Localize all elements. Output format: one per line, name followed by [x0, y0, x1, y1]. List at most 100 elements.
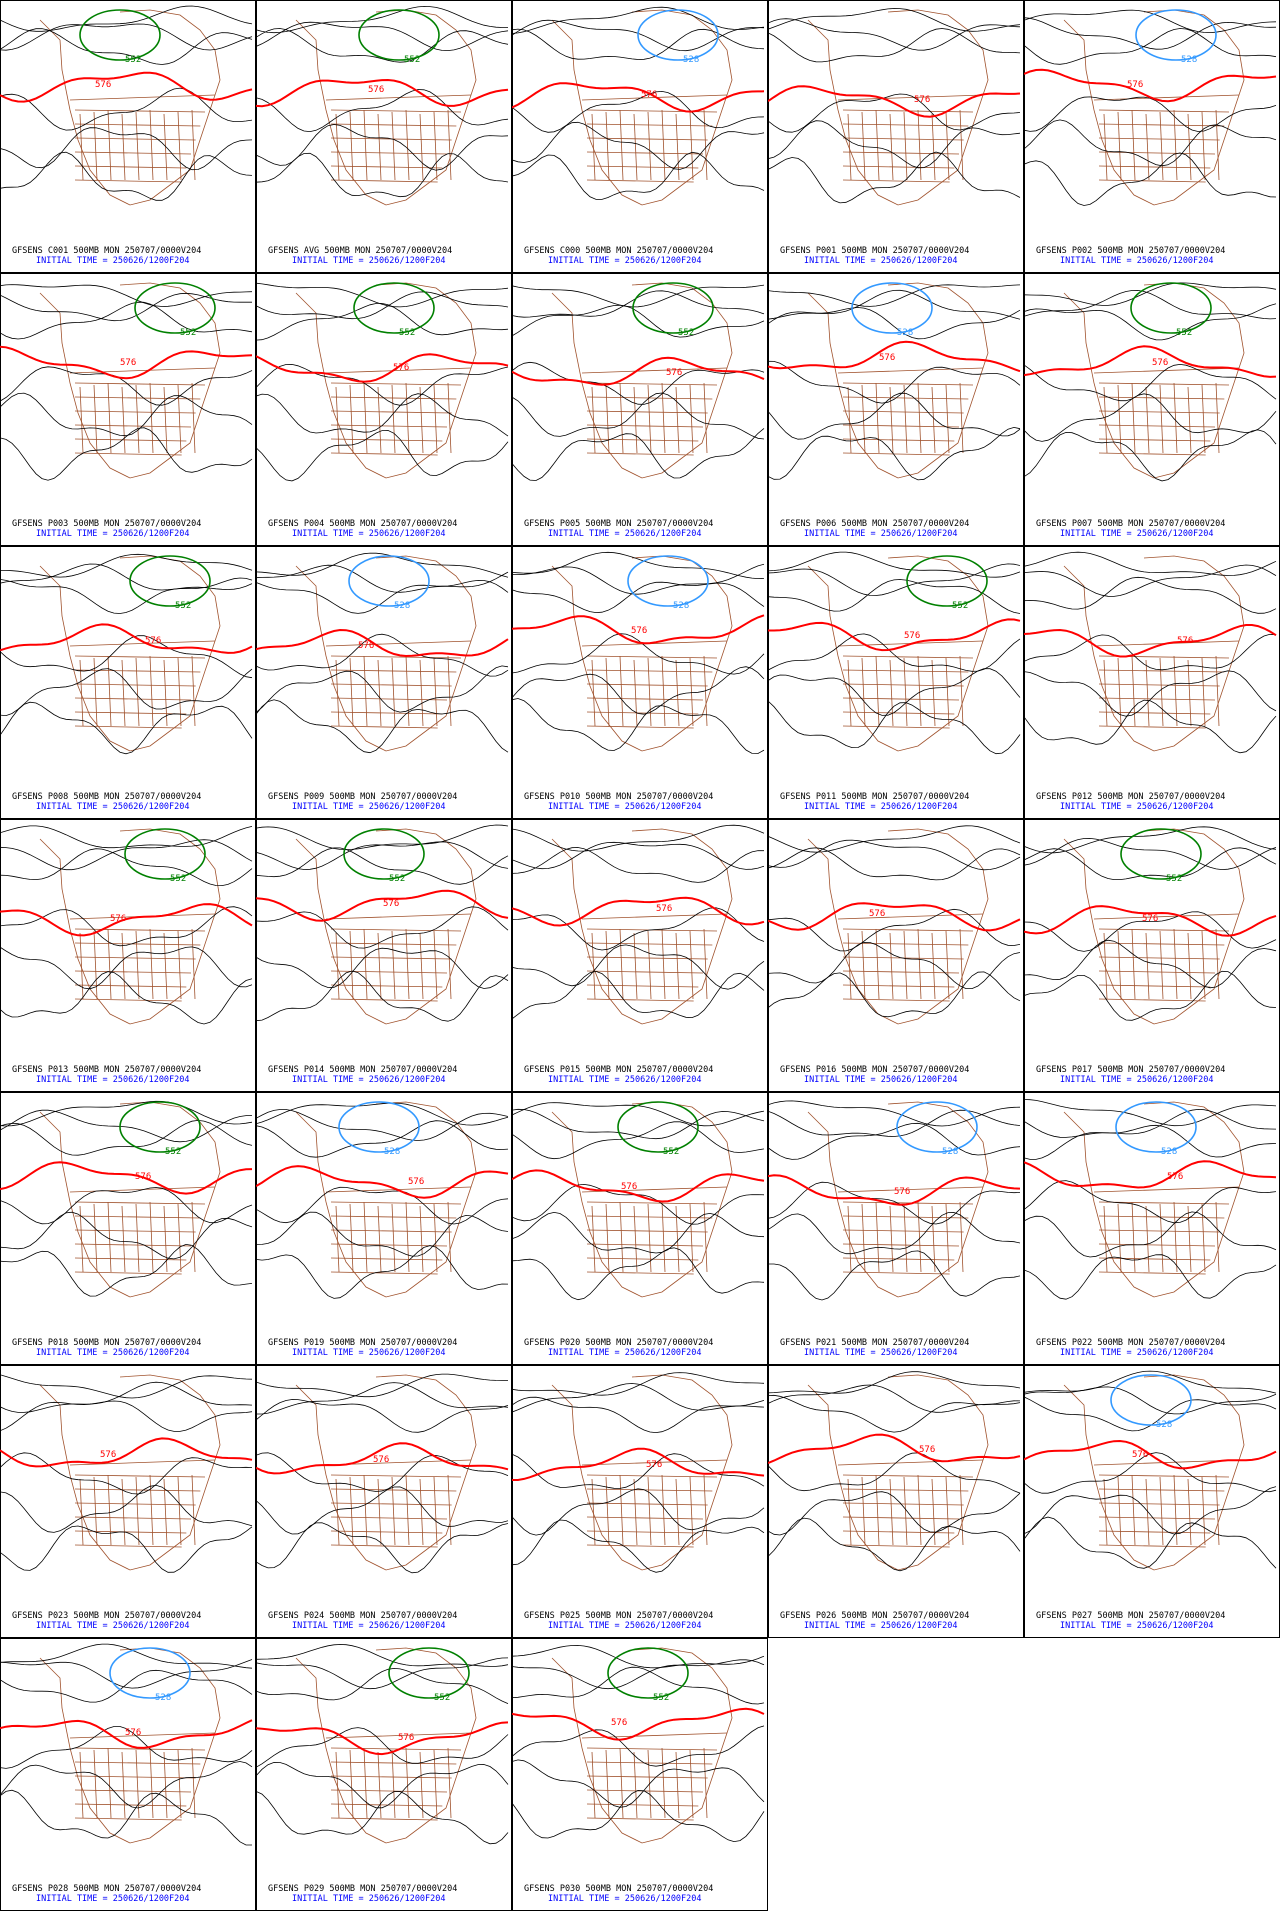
state-line [419, 1205, 424, 1273]
state-line [917, 1474, 922, 1546]
state-line [330, 697, 448, 701]
map: 576 552 GFSENS P014 500MB MON 250707/0000V… [256, 819, 512, 1092]
contour [512, 1666, 765, 1705]
state-line [349, 111, 354, 181]
contour [0, 1761, 253, 1809]
state-line [135, 1203, 140, 1273]
contour [768, 1109, 1021, 1137]
contour-label: 576 [1127, 80, 1143, 90]
contour [768, 28, 1021, 63]
borders [551, 9, 733, 206]
map-panel: 576 552 GFSENS P030 500MB MON 250707/0000V… [512, 1638, 768, 1911]
contour-576 [1024, 345, 1277, 378]
state-line [1098, 984, 1211, 988]
panel-title: GFSENS C000 500MB MON 250707/0000V204 [524, 246, 713, 256]
map: 576 GFSENS P016 500MB MON 250707/0000V204… [768, 819, 1024, 1092]
contour [768, 971, 1021, 1018]
state-line [74, 1775, 196, 1779]
state-line [1201, 657, 1206, 727]
state-line [405, 1474, 410, 1546]
contour-low [896, 1101, 978, 1153]
state-line [74, 1544, 182, 1548]
state-line [163, 932, 168, 1000]
contour [256, 1657, 509, 1690]
state-line [1098, 452, 1206, 456]
state-line [1173, 928, 1178, 1000]
state-line [875, 928, 880, 1000]
coastline [1063, 1101, 1245, 1298]
panel-title: GFSENS P024 500MB MON 250707/0000V204 [268, 1611, 457, 1621]
coastline [39, 828, 221, 1025]
state-line [330, 165, 443, 169]
state-line [1098, 669, 1225, 673]
panel-init-time: INITIAL TIME = 250626/1200F204 [292, 1621, 446, 1631]
panel-border [0, 1365, 256, 1638]
state-line [74, 1789, 192, 1793]
map: 576 528 GFSENS P006 500MB MON 250707/0000V… [768, 273, 1024, 546]
border-line [581, 1459, 728, 1466]
state-line [335, 659, 340, 727]
state-line [605, 1476, 610, 1546]
contour [1024, 564, 1277, 597]
map: 576 528 GFSENS C000 500MB MON 250707/0000V… [512, 0, 768, 273]
state-line [335, 386, 340, 454]
panel-init-time: INITIAL TIME = 250626/1200F204 [292, 1348, 446, 1358]
state-line [74, 711, 187, 715]
borders [295, 282, 477, 479]
state-line [1098, 151, 1216, 155]
state-line [1098, 1243, 1216, 1247]
contour-label: 552 [404, 55, 420, 65]
contour-label: 576 [894, 1187, 910, 1197]
panel-border [0, 273, 256, 546]
state-line [842, 396, 969, 400]
contour [0, 127, 253, 171]
contour-label: 576 [904, 631, 920, 641]
contour [768, 825, 1021, 853]
contour-label: 576 [1152, 358, 1168, 368]
panel-title: GFSENS P026 500MB MON 250707/0000V204 [780, 1611, 969, 1621]
state-line [74, 1516, 192, 1520]
state-line [605, 1749, 610, 1819]
state-line [689, 657, 694, 727]
contour [256, 28, 509, 63]
contour-label: 576 [383, 899, 399, 909]
state-line [191, 928, 196, 1000]
contour-label: 576 [666, 368, 682, 378]
contour-low [1135, 9, 1217, 61]
map-panel: 576 528 GFSENS P010 500MB MON 250707/0000V… [512, 546, 768, 819]
state-line [349, 1203, 354, 1273]
state-line [1098, 1488, 1225, 1492]
state-line [842, 1271, 950, 1275]
contour-576 [768, 902, 1021, 932]
state-line [842, 410, 964, 414]
contour-low [632, 282, 714, 334]
contour [0, 1789, 252, 1846]
state-line [330, 396, 457, 400]
borders [39, 1374, 221, 1571]
state-line [842, 1215, 969, 1219]
panel-border [512, 546, 768, 819]
map: 576 GFSENS P015 500MB MON 250707/0000V204… [512, 819, 768, 1092]
state-line [1098, 998, 1206, 1002]
map-panel: 576 552 GFSENS P005 500MB MON 250707/0000V… [512, 273, 768, 546]
state-line [447, 928, 452, 1000]
coastline [39, 1374, 221, 1571]
contour [256, 564, 509, 593]
panel-init-time: INITIAL TIME = 250626/1200F204 [1060, 1348, 1214, 1358]
state-line [619, 655, 624, 727]
state-line [1173, 1201, 1178, 1273]
map-panel: 576 528 GFSENS P027 500MB MON 250707/0000V… [1024, 1365, 1280, 1638]
state-line [107, 655, 112, 727]
state-line [591, 1478, 596, 1546]
panel-title: GFSENS P016 500MB MON 250707/0000V204 [780, 1065, 969, 1075]
contour-label: 552 [678, 328, 694, 338]
state-line [433, 1203, 438, 1273]
borders [807, 1374, 989, 1571]
contour [512, 28, 765, 60]
contour-low [119, 1101, 201, 1153]
contour-low [1115, 1101, 1197, 1153]
state-line [586, 998, 694, 1002]
state-line [1117, 111, 1122, 181]
contour-576 [512, 1169, 765, 1203]
state-line [135, 1476, 140, 1546]
